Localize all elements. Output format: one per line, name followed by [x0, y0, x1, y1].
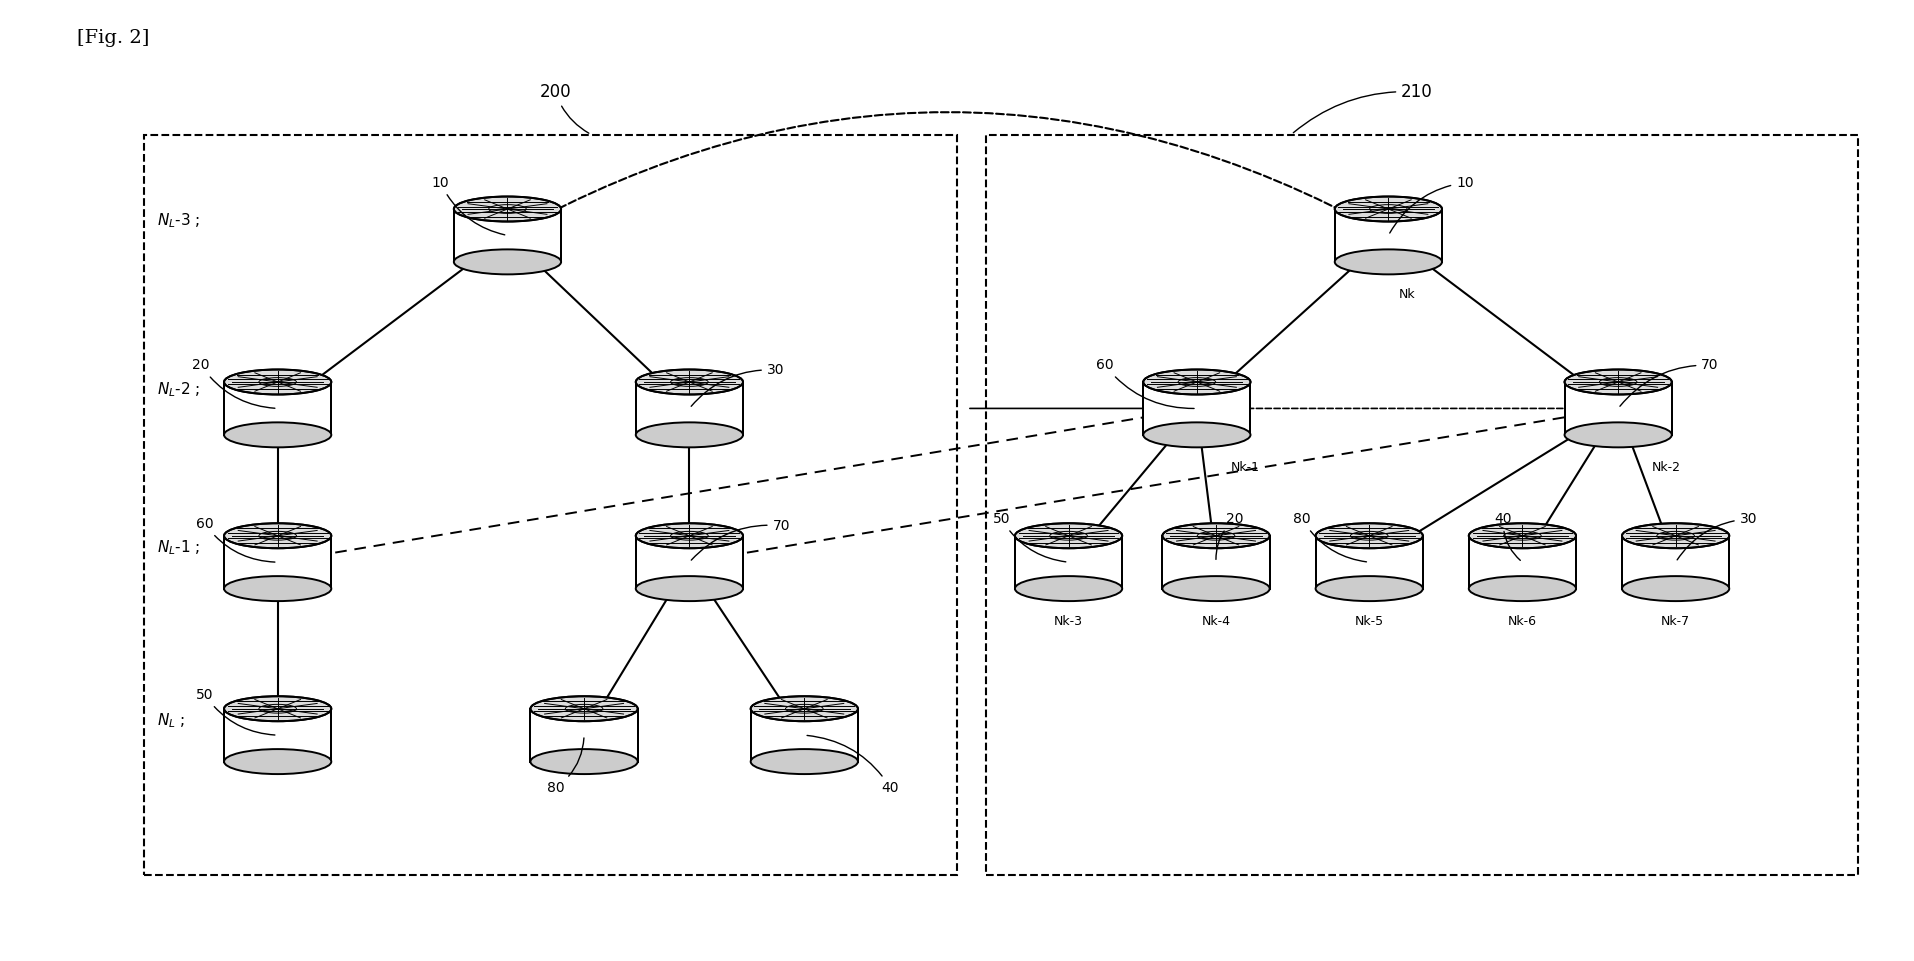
Polygon shape — [454, 209, 561, 261]
Text: 10: 10 — [1390, 176, 1474, 233]
Polygon shape — [1468, 535, 1575, 588]
Polygon shape — [1162, 535, 1269, 588]
Ellipse shape — [1162, 523, 1269, 548]
Text: 80: 80 — [545, 738, 584, 795]
Ellipse shape — [224, 577, 331, 602]
Text: 50: 50 — [991, 512, 1066, 562]
Polygon shape — [1334, 209, 1441, 261]
Text: Nk: Nk — [1399, 288, 1414, 302]
Ellipse shape — [1334, 249, 1441, 275]
Text: Nk-2: Nk-2 — [1650, 461, 1680, 475]
Ellipse shape — [750, 750, 857, 775]
Ellipse shape — [1014, 577, 1122, 602]
Text: 40: 40 — [806, 735, 900, 795]
Text: 40: 40 — [1493, 512, 1520, 560]
Ellipse shape — [224, 696, 331, 721]
Text: Nk-7: Nk-7 — [1659, 615, 1690, 628]
Ellipse shape — [635, 369, 743, 395]
Polygon shape — [224, 708, 331, 761]
Ellipse shape — [635, 422, 743, 447]
Text: 60: 60 — [1095, 358, 1194, 408]
Text: 70: 70 — [691, 519, 790, 560]
Ellipse shape — [1162, 577, 1269, 602]
Polygon shape — [1621, 535, 1728, 588]
Polygon shape — [750, 708, 857, 761]
Ellipse shape — [1564, 369, 1671, 395]
Ellipse shape — [454, 196, 561, 222]
Polygon shape — [1315, 535, 1422, 588]
Ellipse shape — [1014, 523, 1122, 548]
Ellipse shape — [224, 422, 331, 447]
Ellipse shape — [1143, 369, 1250, 395]
Ellipse shape — [1621, 523, 1728, 548]
Ellipse shape — [750, 696, 857, 721]
Ellipse shape — [454, 249, 561, 275]
Text: 200: 200 — [540, 83, 588, 134]
Text: Nk-5: Nk-5 — [1353, 615, 1384, 628]
Text: $N_{L}$-1 ;: $N_{L}$-1 ; — [157, 538, 201, 557]
Text: [Fig. 2]: [Fig. 2] — [77, 29, 149, 47]
Text: 20: 20 — [1215, 512, 1244, 559]
Text: 210: 210 — [1292, 83, 1432, 133]
Ellipse shape — [224, 750, 331, 775]
Text: 10: 10 — [431, 176, 505, 234]
Ellipse shape — [530, 696, 637, 721]
Text: $N_{L}$-3 ;: $N_{L}$-3 ; — [157, 211, 201, 231]
Ellipse shape — [1468, 577, 1575, 602]
Ellipse shape — [1334, 196, 1441, 222]
Ellipse shape — [1315, 577, 1422, 602]
Polygon shape — [1014, 535, 1122, 588]
Ellipse shape — [635, 523, 743, 548]
Polygon shape — [1564, 382, 1671, 434]
Text: $N_{L}$ ;: $N_{L}$ ; — [157, 711, 186, 730]
Ellipse shape — [224, 369, 331, 395]
Ellipse shape — [1564, 422, 1671, 447]
Polygon shape — [224, 382, 331, 434]
Text: 60: 60 — [195, 517, 276, 562]
Ellipse shape — [1621, 577, 1728, 602]
Ellipse shape — [1143, 422, 1250, 447]
Polygon shape — [224, 535, 331, 588]
Text: $N_{L}$-2 ;: $N_{L}$-2 ; — [157, 380, 201, 399]
Text: Nk-4: Nk-4 — [1200, 615, 1231, 628]
Text: 70: 70 — [1619, 358, 1719, 407]
Text: Nk-1: Nk-1 — [1229, 461, 1259, 475]
Ellipse shape — [530, 750, 637, 775]
Text: 30: 30 — [1677, 512, 1757, 560]
Polygon shape — [635, 382, 743, 434]
Polygon shape — [635, 535, 743, 588]
Text: 50: 50 — [195, 688, 276, 735]
Text: 80: 80 — [1292, 512, 1367, 562]
Polygon shape — [1143, 382, 1250, 434]
Polygon shape — [530, 708, 637, 761]
Ellipse shape — [1315, 523, 1422, 548]
Text: 20: 20 — [191, 358, 276, 408]
Text: Nk-6: Nk-6 — [1506, 615, 1537, 628]
Ellipse shape — [635, 577, 743, 602]
Ellipse shape — [224, 523, 331, 548]
Ellipse shape — [1468, 523, 1575, 548]
Text: Nk-3: Nk-3 — [1053, 615, 1083, 628]
Text: 30: 30 — [691, 363, 785, 407]
